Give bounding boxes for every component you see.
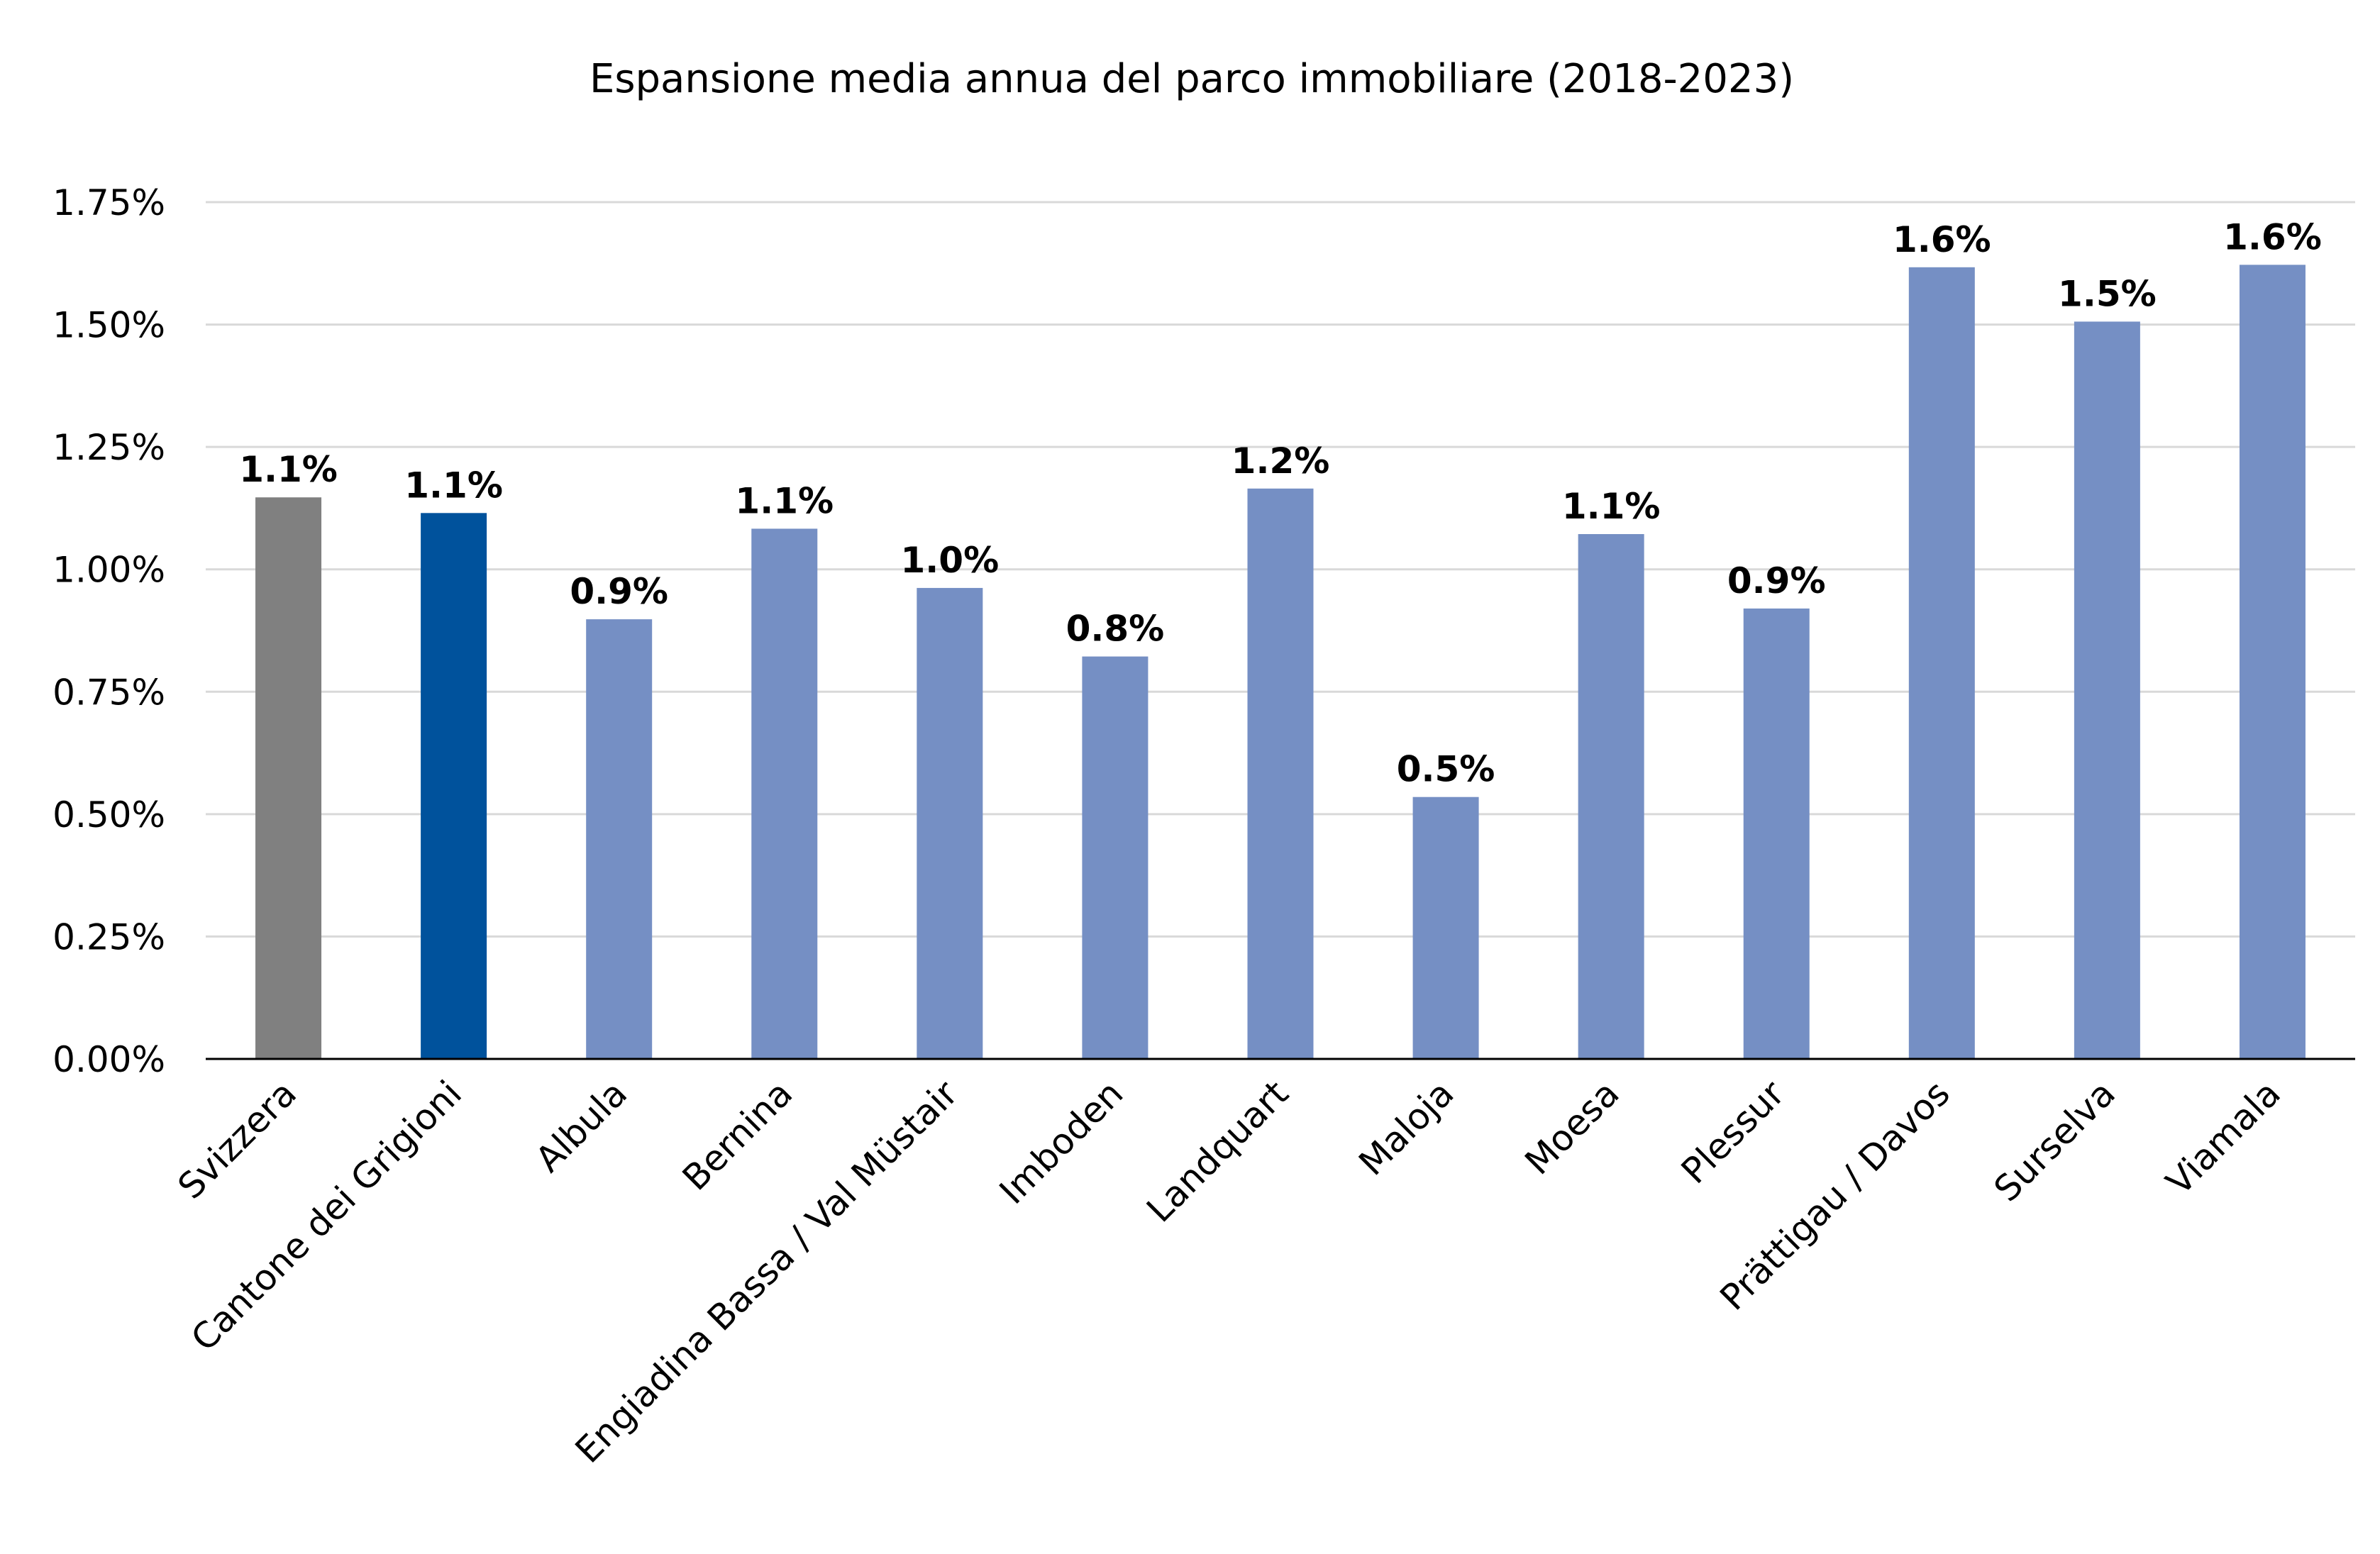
- x-tick-label: Imboden: [992, 1072, 1131, 1212]
- bar: [586, 619, 653, 1059]
- x-tick-label: Cantone dei Grigioni: [183, 1072, 470, 1359]
- chart-title: Espansione media annua del parco immobil…: [590, 56, 1794, 102]
- data-label: 1.5%: [2058, 273, 2157, 314]
- data-label: 1.6%: [2223, 216, 2322, 257]
- x-tick-label: Albula: [528, 1072, 635, 1180]
- bar: [421, 513, 487, 1059]
- bar: [1578, 534, 1644, 1059]
- bar: [2074, 321, 2140, 1060]
- bar: [1743, 608, 1810, 1059]
- x-tick-label: Surselva: [1986, 1072, 2123, 1209]
- y-tick-label: 0.50%: [52, 794, 165, 836]
- data-label: 1.1%: [1562, 486, 1661, 527]
- data-label: 1.2%: [1231, 440, 1330, 482]
- x-tick-label: Svizzera: [170, 1072, 304, 1206]
- y-tick-label: 1.25%: [52, 427, 165, 468]
- x-tick-label: Plessur: [1673, 1072, 1793, 1192]
- y-tick-label: 0.00%: [52, 1039, 165, 1080]
- y-axis-ticks: 0.00% 0.25% 0.50% 0.75% 1.00% 1.25% 1.50% 1.75%: [52, 182, 165, 1080]
- data-label: 1.1%: [735, 480, 834, 521]
- data-label: 0.8%: [1066, 609, 1165, 650]
- y-tick-label: 0.75%: [52, 672, 165, 713]
- x-tick-label: Viamala: [2158, 1072, 2288, 1203]
- bar: [1412, 797, 1479, 1059]
- data-label: 0.9%: [1727, 560, 1826, 601]
- bar: [751, 528, 818, 1059]
- x-tick-label: Landquart: [1139, 1072, 1296, 1230]
- bar: [255, 497, 322, 1059]
- data-label: 0.5%: [1397, 749, 1495, 790]
- data-label: 1.0%: [901, 540, 1000, 581]
- data-label: 1.1%: [239, 449, 338, 490]
- y-tick-label: 0.25%: [52, 916, 165, 958]
- y-tick-label: 1.00%: [52, 550, 165, 591]
- data-label: 0.9%: [570, 571, 668, 612]
- y-tick-label: 1.50%: [52, 305, 165, 346]
- bar: [1908, 267, 1975, 1060]
- data-label: 1.1%: [404, 465, 503, 506]
- bar: [1247, 488, 1314, 1059]
- x-tick-label: Moesa: [1517, 1072, 1627, 1182]
- bar: [917, 587, 983, 1059]
- data-labels: 1.1% 1.1% 0.9% 1.1% 1.0% 0.8% 1.2% 0.5% 1.1% 0.9%…: [239, 216, 2322, 789]
- data-label: 1.6%: [1893, 219, 1991, 260]
- x-tick-label: Maloja: [1351, 1072, 1461, 1183]
- x-tick-label: Bernina: [675, 1072, 800, 1198]
- bars: [255, 265, 2306, 1060]
- bar: [1082, 656, 1149, 1059]
- y-tick-label: 1.75%: [52, 182, 165, 223]
- bar: [2239, 265, 2306, 1059]
